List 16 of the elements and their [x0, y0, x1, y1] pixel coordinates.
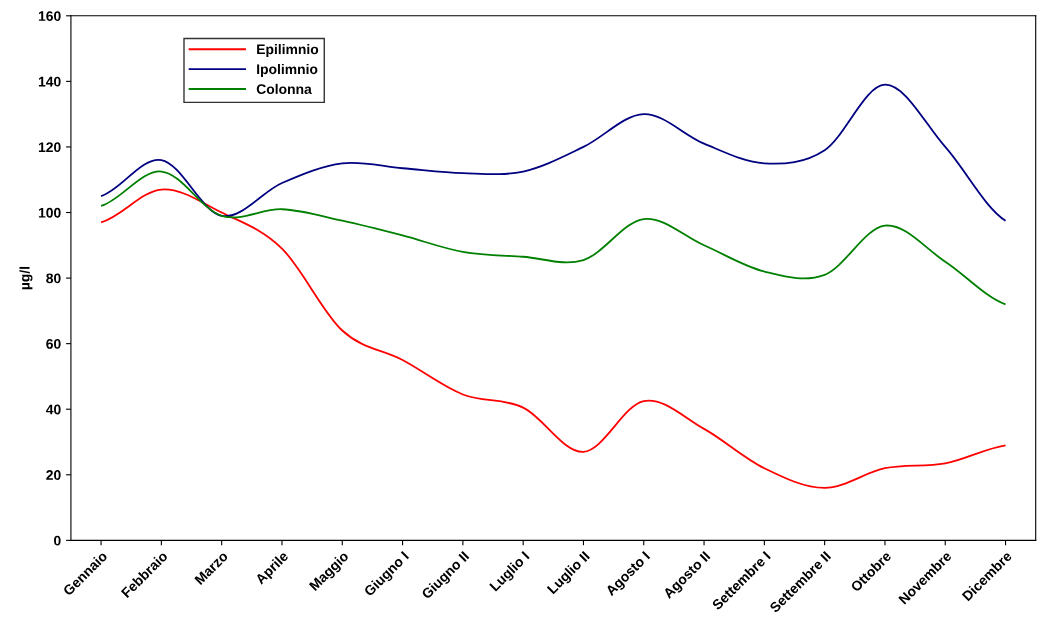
y-tick-label: 20 — [46, 470, 61, 480]
line-series — [100, 170, 1007, 306]
y-axis-title: µg/l — [19, 266, 33, 290]
y-tick-label: 60 — [46, 338, 61, 349]
line-series — [100, 188, 1007, 489]
y-tick-label: 0 — [54, 535, 61, 546]
legend-label: Epilimnio — [257, 44, 319, 57]
y-tick-label: 120 — [38, 142, 61, 153]
y-tick-label: 40 — [45, 404, 61, 415]
legend-label: Ipolimnio — [257, 63, 318, 77]
line-series — [100, 83, 1007, 222]
y-tick-label: 100 — [38, 207, 61, 218]
legend-label: Colonna — [256, 83, 312, 95]
y-tick-label: 80 — [46, 273, 61, 284]
y-tick-label: 140 — [38, 76, 61, 87]
y-tick-label: 160 — [38, 11, 61, 21]
